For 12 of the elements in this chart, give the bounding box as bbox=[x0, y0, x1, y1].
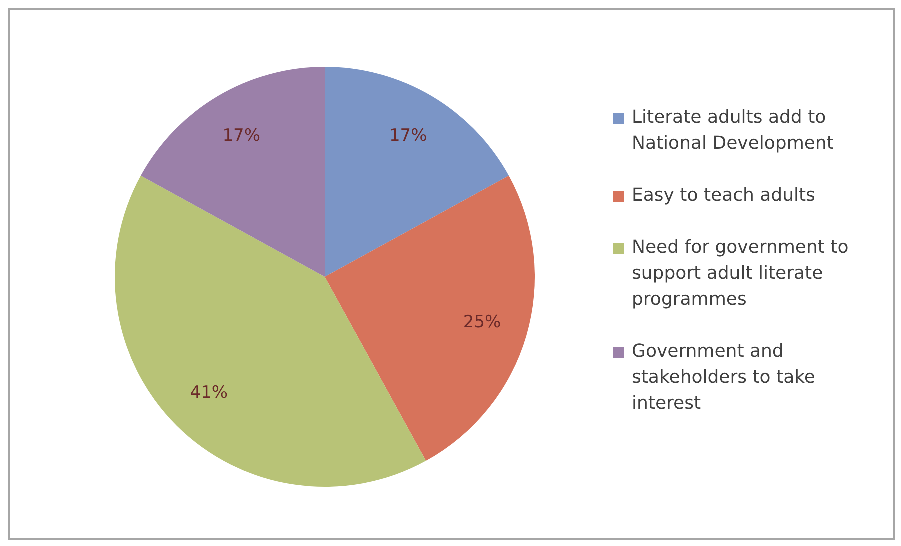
pie-slice bbox=[325, 176, 535, 462]
pie-slice bbox=[115, 176, 426, 487]
data-label: 41% bbox=[190, 382, 228, 403]
data-label: 25% bbox=[463, 312, 502, 333]
legend-label: Need for government to support adult literate programmes bbox=[632, 236, 850, 312]
legend-label: Literate adults add to National Development bbox=[632, 106, 835, 156]
legend-label: Easy to teach adults bbox=[632, 184, 816, 208]
data-label: 17% bbox=[222, 126, 261, 146]
data-label: 17% bbox=[389, 126, 428, 146]
pie-slice bbox=[325, 67, 510, 277]
pie-slice bbox=[140, 67, 325, 277]
legend-label: Government and stakeholders to take interest bbox=[632, 340, 816, 416]
